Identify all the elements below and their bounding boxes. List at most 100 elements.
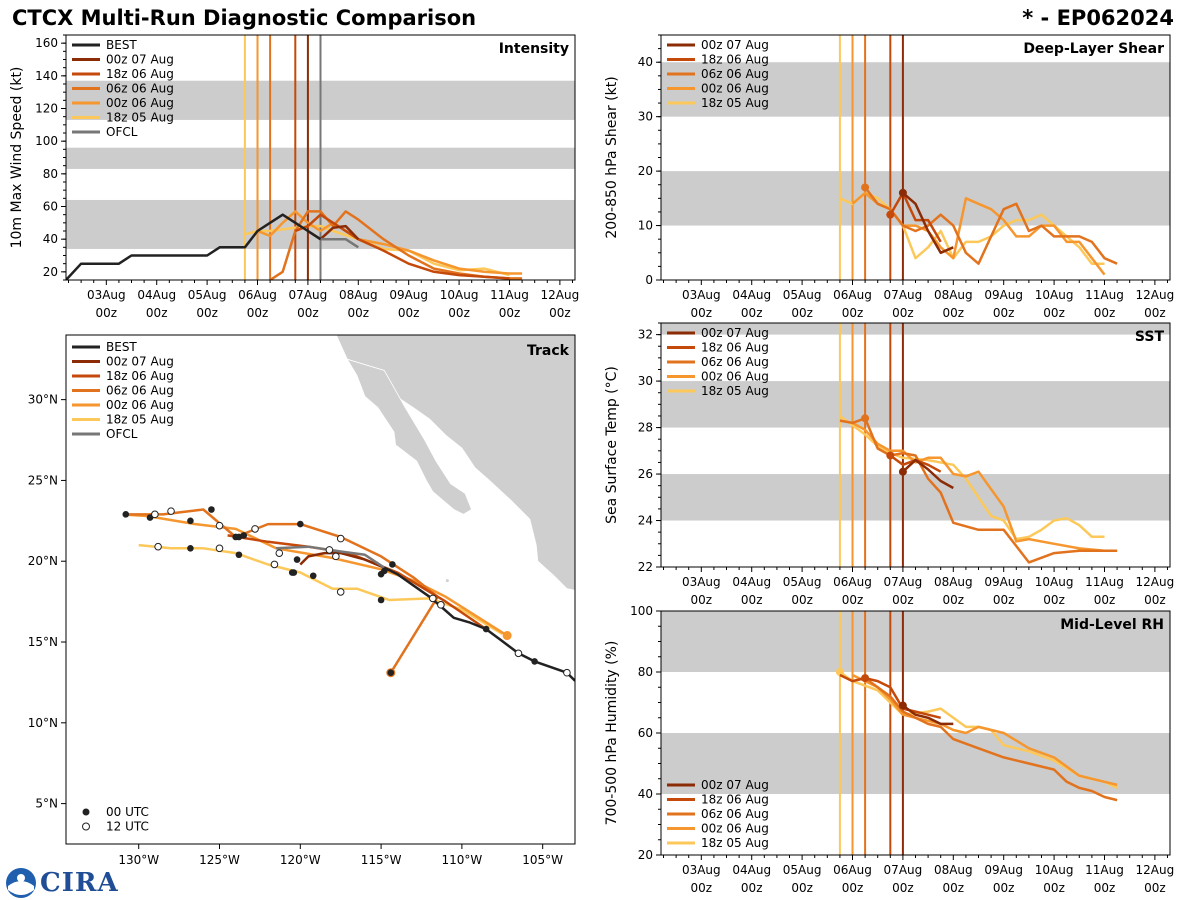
x-tick-label-hour: 00z (398, 306, 420, 320)
y-tick-label: 20 (638, 164, 653, 178)
x-tick-label-day: 07Aug (884, 863, 923, 877)
x-tick-label-day: 04Aug (137, 288, 176, 302)
x-tick-label-hour: 00z (1144, 593, 1166, 607)
x-tick-label-day: 05Aug (783, 575, 822, 589)
legend-label-18z-06-aug: 18z 06 Aug (701, 53, 769, 67)
y-axis-label: 200-850 hPa Shear (kt) (604, 76, 620, 238)
x-tick-label-hour: 00z (1094, 593, 1116, 607)
x-tick-label-day: 06Aug (833, 288, 872, 302)
y-tick-label: 28 (638, 421, 653, 435)
lon-tick-label: 115°W (361, 853, 402, 867)
series-marker-00z-07-aug (898, 701, 907, 710)
y-tick-label: 80 (638, 665, 653, 679)
threshold-band-1 (661, 381, 1170, 428)
y-tick-label: 22 (638, 560, 653, 574)
series-line-00z-07-aug (902, 191, 954, 255)
x-tick-label-hour: 00z (791, 881, 813, 895)
y-tick-label: 40 (638, 787, 653, 801)
legend-label-06z-06-aug: 06z 06 Aug (106, 384, 174, 398)
track-point-00utc (297, 520, 304, 528)
x-tick-label-hour: 00z (96, 306, 118, 320)
x-tick-label-hour: 00z (691, 306, 713, 320)
track-point-00utc (208, 506, 215, 513)
x-tick-label-hour: 00z (146, 306, 168, 320)
noaa-logo-icon (6, 868, 36, 898)
legend-label-00z-07-aug: 00z 07 Aug (701, 326, 769, 340)
lon-tick-label: 130°W (118, 853, 159, 867)
x-tick-label-day: 03Aug (682, 575, 721, 589)
y-tick-label: 20 (638, 848, 653, 862)
legend-label-18z-06-aug: 18z 06 Aug (701, 341, 769, 355)
storm-id: * - EP062024 (1022, 6, 1174, 30)
x-tick-label-day: 03Aug (87, 288, 126, 302)
lon-tick-label: 125°W (199, 853, 240, 867)
legend-label-06z-06-aug: 06z 06 Aug (106, 82, 174, 96)
track-point-00utc (187, 517, 194, 525)
x-tick-label-hour: 00z (1094, 881, 1116, 895)
threshold-band-0 (661, 733, 1170, 794)
lat-tick-label: 15°N (28, 635, 58, 649)
track-point-12utc (514, 649, 523, 658)
track-point-12utc (563, 668, 571, 677)
track-point-12utc (429, 594, 437, 603)
series-line-18z-06-aug (294, 213, 510, 280)
track-point-12utc (270, 560, 279, 569)
x-tick-label-hour: 00z (691, 881, 713, 895)
x-tick-label-hour: 00z (943, 306, 965, 320)
x-tick-label-hour: 00z (842, 593, 864, 607)
legend-label-18z-05-aug: 18z 05 Aug (106, 413, 174, 427)
x-tick-label-hour: 00z (448, 306, 470, 320)
track-point-00utc (381, 567, 388, 575)
series-line-18z-05-aug (839, 414, 1105, 541)
lat-tick-label: 5°N (35, 797, 58, 811)
legend-label-00z-06-aug: 00z 06 Aug (106, 96, 174, 110)
series-line-18z-05-aug (839, 670, 1118, 790)
x-tick-label-day: 04Aug (732, 288, 771, 302)
y-tick-label: 30 (638, 374, 653, 388)
track-line-ofcl (276, 545, 385, 569)
x-tick-label-day: 06Aug (833, 575, 872, 589)
y-tick-label: 0 (645, 273, 653, 287)
x-tick-label-day: 06Aug (833, 863, 872, 877)
track-point-00utc (309, 572, 317, 580)
x-tick-label-hour: 00z (791, 306, 813, 320)
legend-label-00z-06-aug: 00z 06 Aug (701, 822, 769, 836)
track-point-12utc (437, 601, 445, 609)
legend-label-00z-07-aug: 00z 07 Aug (701, 778, 769, 792)
x-tick-label-hour: 00z (892, 593, 914, 607)
series-marker-06z-06-aug (861, 183, 870, 192)
legend-label-00z-07-aug: 00z 07 Aug (106, 355, 174, 369)
y-axis-label: 700-500 hPa Humidity (%) (604, 641, 620, 826)
legend-label-18z-06-aug: 18z 06 Aug (106, 67, 174, 81)
legend-label-18z-05-aug: 18z 05 Aug (106, 111, 174, 125)
x-tick-label-hour: 00z (943, 593, 965, 607)
x-tick-label-hour: 00z (741, 593, 763, 607)
x-tick-label-hour: 00z (691, 593, 713, 607)
track-point-12utc (275, 549, 284, 557)
x-tick-label-hour: 00z (247, 306, 269, 320)
series-line-00z-06-aug (851, 421, 1118, 552)
x-tick-label-day: 09Aug (984, 288, 1023, 302)
legend-label-06z-06-aug: 06z 06 Aug (701, 355, 769, 369)
threshold-band-1 (661, 611, 1170, 672)
x-tick-label-hour: 00z (297, 306, 319, 320)
legend-label-18z-05-aug: 18z 05 Aug (701, 96, 769, 110)
series-line-best (66, 213, 322, 280)
series-marker-00z-07-aug (898, 467, 907, 476)
legend-label-12utc: 12 UTC (106, 820, 149, 834)
track-point-00utc (389, 561, 396, 568)
land-island-0 (445, 579, 449, 583)
lat-tick-label: 10°N (28, 716, 58, 730)
x-tick-label-hour: 00z (1043, 306, 1065, 320)
panel-title: Intensity (499, 41, 569, 57)
legend-label-00z-06-aug: 00z 06 Aug (701, 82, 769, 96)
land-baja-california (346, 358, 473, 515)
series-marker-18z-06-aug (861, 674, 870, 683)
logo-text: CIRA (40, 868, 119, 898)
track-line-00z-07-aug (299, 551, 385, 569)
y-tick-label: 40 (43, 232, 58, 246)
legend-label-00z-06-aug: 00z 06 Aug (106, 398, 174, 412)
series-marker-06z-06-aug (861, 414, 870, 423)
threshold-band-1 (661, 62, 1170, 117)
